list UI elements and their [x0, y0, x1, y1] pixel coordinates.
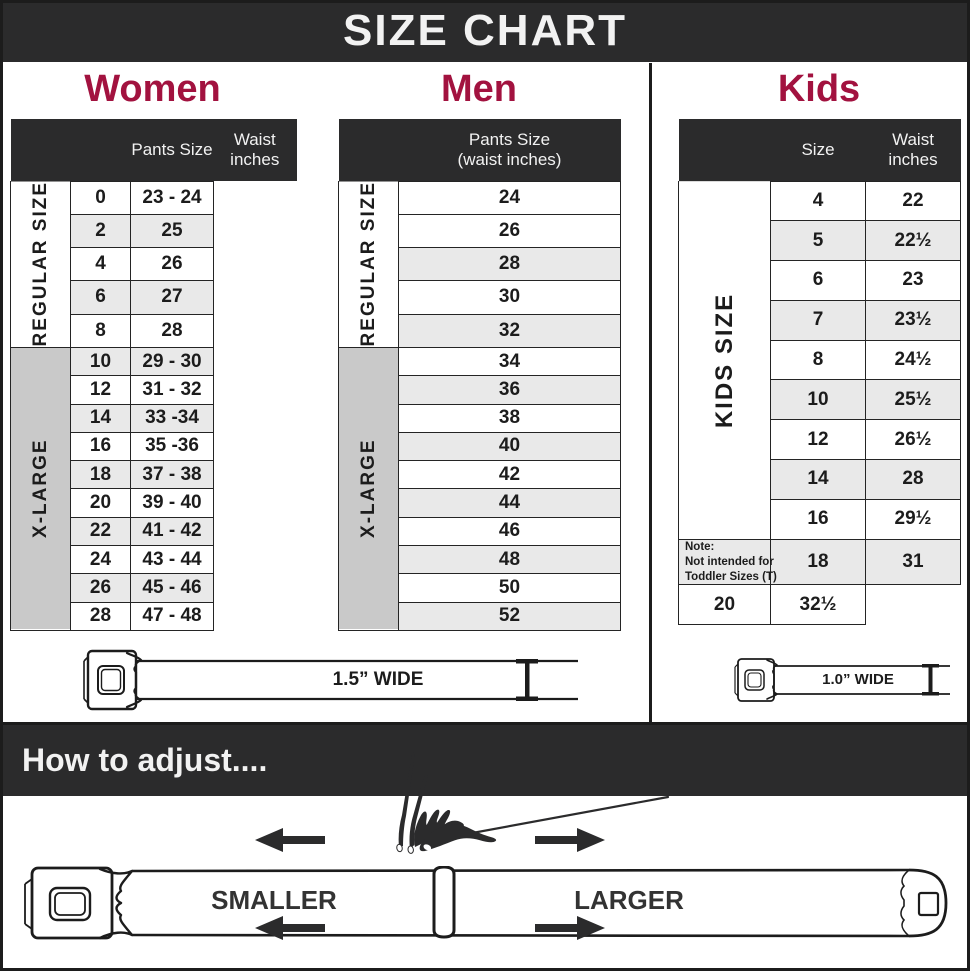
svg-text:LARGER: LARGER	[574, 885, 684, 915]
svg-text:1.5” WIDE: 1.5” WIDE	[333, 669, 424, 690]
svg-text:1.0” WIDE: 1.0” WIDE	[822, 671, 894, 688]
svg-text:SMALLER: SMALLER	[211, 885, 337, 915]
